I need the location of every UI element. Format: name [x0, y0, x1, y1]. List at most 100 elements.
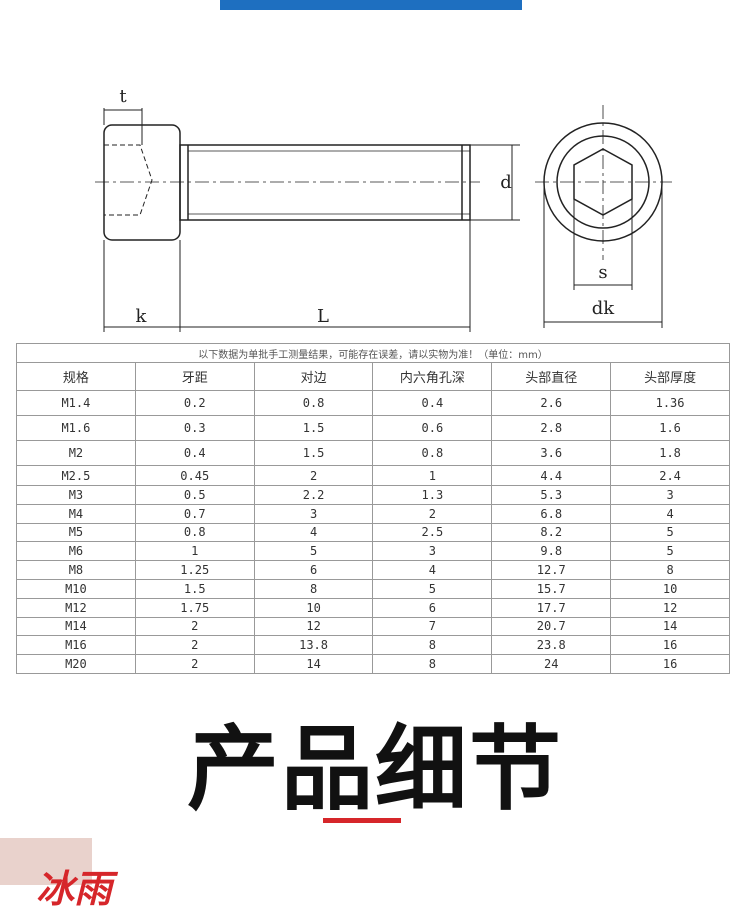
table-cell: 2.2 [253, 485, 374, 505]
table-cell: 2.5 [372, 522, 493, 543]
table-cell: 1.5 [134, 578, 255, 599]
table-cell: 4 [610, 503, 730, 524]
table-row: M5 0.8 4 2.5 8.2 5 [16, 522, 730, 543]
dim-label: t [119, 86, 127, 107]
table-cell: 9.8 [491, 541, 612, 562]
table-row: M20 2 14 8 24 16 [16, 654, 730, 674]
table-row: M12 1.75 10 6 17.7 12 [16, 597, 730, 618]
table-cell: 0.8 [134, 522, 255, 543]
table-cell: 1.3 [372, 485, 493, 505]
table-cell: 8 [372, 654, 493, 674]
table-cell: 23.8 [491, 635, 612, 656]
table-cell: 5 [253, 541, 374, 562]
table-cell: 3 [253, 503, 374, 524]
table-cell: 0.8 [253, 390, 374, 416]
table-cell: 0.2 [134, 390, 255, 416]
table-cell: 12 [610, 597, 730, 618]
dim-label: s [598, 262, 607, 283]
table-cell: 2 [134, 616, 255, 637]
table-cell: 15.7 [491, 578, 612, 599]
table-cell: 2 [253, 465, 374, 486]
table-cell: 2.8 [491, 415, 612, 441]
column-header: 头部厚度 [610, 362, 730, 391]
spec-table: 以下数据为单批手工测量结果，可能存在误差，请以实物为准！（单位：mm） 规格 牙距对… [16, 343, 730, 674]
table-cell: 1.8 [610, 440, 730, 466]
table-row: M3 0.5 2.2 1.3 5.3 3 [16, 485, 730, 505]
table-cell: 14 [253, 654, 374, 674]
table-row: M1.4 0.2 0.8 0.4 2.6 1.36 [16, 390, 730, 416]
table-cell: M16 [16, 635, 136, 656]
table-cell: M10 [16, 578, 136, 599]
table-cell: 7 [372, 616, 493, 637]
table-row: M16 2 13.8 8 23.8 16 [16, 635, 730, 656]
logo: 冰雨 [36, 867, 113, 911]
table-cell: 3.6 [491, 440, 612, 466]
table-row: M10 1.5 8 5 15.7 10 [16, 578, 730, 599]
column-header: 内六角孔深 [372, 362, 493, 391]
table-cell: M6 [16, 541, 136, 562]
table-cell: 2.6 [491, 390, 612, 416]
table-cell: 8 [253, 578, 374, 599]
table-cell: 17.7 [491, 597, 612, 618]
table-cell: 3 [610, 485, 730, 505]
table-cell: 8 [610, 560, 730, 580]
dim-label: k [136, 306, 148, 327]
note-row: 以下数据为单批手工测量结果，可能存在误差，请以实物为准！（单位：mm） [16, 343, 730, 363]
table-row: M2.5 0.45 2 1 4.4 2.4 [16, 465, 730, 486]
table-row: M14 2 12 7 20.7 14 [16, 616, 730, 637]
dim-label: L [317, 306, 329, 327]
table-cell: 5 [610, 541, 730, 562]
table-cell: M4 [16, 503, 136, 524]
table-cell: 2 [134, 635, 255, 656]
table-cell: 6 [372, 597, 493, 618]
table-cell: 12.7 [491, 560, 612, 580]
screw-drawing: t d k L s dk [95, 86, 672, 332]
table-cell: 24 [491, 654, 612, 674]
table-cell: 10 [253, 597, 374, 618]
table-cell: 5.3 [491, 485, 612, 505]
table-cell: 1.36 [610, 390, 730, 416]
table-cell: 6 [253, 560, 374, 580]
table-row: M4 0.7 3 2 6.8 4 [16, 503, 730, 524]
table-cell: M1.6 [16, 415, 136, 441]
socket-hidden [104, 144, 153, 216]
table-cell: 0.6 [372, 415, 493, 441]
column-header: 规格 [16, 362, 136, 391]
table-cell: M1.4 [16, 390, 136, 416]
section-title: 产品细节 [186, 716, 563, 823]
table-cell: 0.5 [134, 485, 255, 505]
table-cell: 4 [372, 560, 493, 580]
table-cell: 0.45 [134, 465, 255, 486]
table-cell: 6.8 [491, 503, 612, 524]
table-cell: 4 [253, 522, 374, 543]
table-cell: 1.6 [610, 415, 730, 441]
table-cell: M5 [16, 522, 136, 543]
table-cell: M12 [16, 597, 136, 618]
table-cell: 14 [610, 616, 730, 637]
table-cell: 4.4 [491, 465, 612, 486]
header-row: 规格 牙距 对边 内六角孔深 头部直径 头部厚度 [16, 362, 730, 391]
table-cell: 2 [372, 503, 493, 524]
table-cell: 0.7 [134, 503, 255, 524]
table-cell: 16 [610, 654, 730, 674]
logo-background [0, 838, 92, 885]
table-cell: M14 [16, 616, 136, 637]
table-cell: 1 [134, 541, 255, 562]
table-note: 以下数据为单批手工测量结果，可能存在误差，请以实物为准！（单位：mm） [16, 343, 730, 363]
table-cell: 8.2 [491, 522, 612, 543]
screw-shank [179, 144, 471, 221]
table-cell: 13.8 [253, 635, 374, 656]
table-cell: 1.75 [134, 597, 255, 618]
table-cell: 2 [134, 654, 255, 674]
table-row: M1.6 0.3 1.5 0.6 2.8 1.6 [16, 415, 730, 441]
table-cell: 0.4 [134, 440, 255, 466]
table-row: M6 1 5 3 9.8 5 [16, 541, 730, 562]
table-cell: 10 [610, 578, 730, 599]
table-cell: 5 [610, 522, 730, 543]
table-cell: 1 [372, 465, 493, 486]
table-cell: 2.4 [610, 465, 730, 486]
column-header: 头部直径 [491, 362, 612, 391]
table-cell: 0.3 [134, 415, 255, 441]
table-cell: 1.5 [253, 440, 374, 466]
table-cell: 8 [372, 635, 493, 656]
